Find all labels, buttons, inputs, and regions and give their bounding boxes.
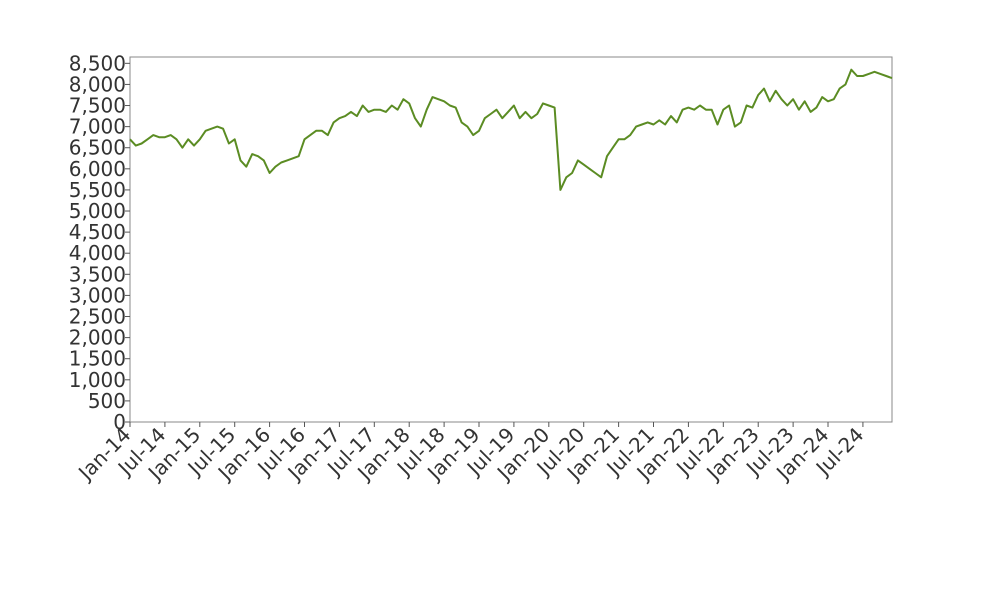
y-tick-label: 7,500: [69, 94, 126, 118]
y-tick-label: 500: [88, 389, 126, 413]
y-tick-label: 1,000: [69, 368, 126, 392]
y-tick-label: 6,500: [69, 136, 126, 160]
y-tick-label: 2,000: [69, 326, 126, 350]
y-tick-label: 4,000: [69, 241, 126, 265]
plot-frame: [129, 56, 893, 423]
y-tick-label: 5,000: [69, 199, 126, 223]
y-tick-label: 3,500: [69, 262, 126, 286]
y-tick-label: 5,500: [69, 178, 126, 202]
y-tick-label: 4,500: [69, 220, 126, 244]
line-series: [129, 68, 893, 191]
y-tick-label: 7,000: [69, 115, 126, 139]
y-tick-label: 0: [113, 410, 126, 434]
y-tick-label: 6,000: [69, 157, 126, 181]
y-tick-label: 1,500: [69, 347, 126, 371]
y-tick-label: 3,000: [69, 283, 126, 307]
y-tick-label: 8,000: [69, 72, 126, 96]
y-tick-label: 2,500: [69, 305, 126, 329]
y-tick-label: 8,500: [69, 51, 126, 75]
